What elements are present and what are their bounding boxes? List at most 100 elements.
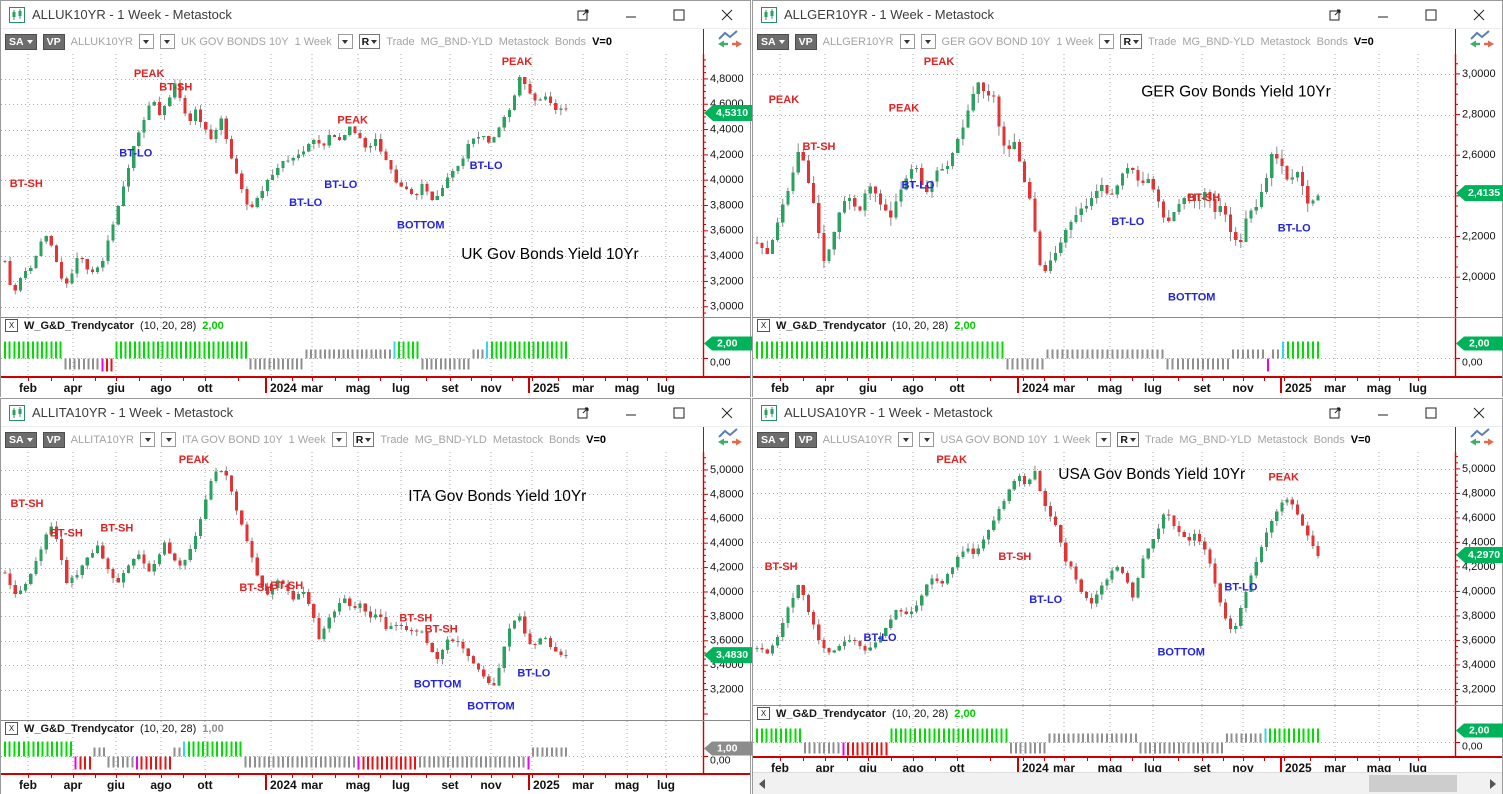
minimize-button[interactable] [1376, 406, 1390, 420]
vp-button[interactable]: VP [794, 431, 817, 448]
axis-tick [1023, 378, 1024, 381]
sa-button[interactable]: SA [757, 33, 789, 50]
popout-button[interactable] [1328, 8, 1342, 22]
axis-tick [1177, 758, 1179, 761]
refresh-chart-icon[interactable] [1468, 427, 1496, 452]
volume-label: V=0 [586, 433, 607, 446]
symbol-dropdown[interactable] [898, 432, 914, 447]
indicator-close-checkbox[interactable]: X [5, 319, 18, 332]
axis-tick [1263, 758, 1265, 761]
indicator-panel[interactable]: X W_G&D_Trendycator (10, 20, 28) 2,00 2,… [753, 705, 1503, 756]
popout-button[interactable] [1328, 406, 1342, 420]
instrument-dropdown[interactable] [161, 432, 176, 447]
vp-button[interactable]: VP [42, 33, 65, 50]
svg-text:BT-SH: BT-SH [802, 141, 835, 153]
axis-tick [1222, 758, 1224, 761]
svg-text:PEAK: PEAK [769, 94, 800, 106]
r-dropdown[interactable]: R [1120, 34, 1143, 49]
axis-tick [913, 758, 914, 761]
axis-tick [450, 378, 451, 381]
sa-button[interactable]: SA [757, 431, 789, 448]
month-label: ott [949, 381, 965, 395]
refresh-chart-icon[interactable] [1468, 29, 1496, 54]
periodicity-dropdown[interactable] [331, 432, 347, 447]
indicator-panel[interactable]: X W_G&D_Trendycator (10, 20, 28) 1,00 1,… [1, 720, 752, 773]
time-axis[interactable]: feb apr giu ago ott 2024 mar mag lug set nov 2025 ma… [753, 756, 1502, 772]
axis-tick [1284, 378, 1285, 381]
periodicity-dropdown[interactable] [1096, 432, 1112, 447]
symbol-dropdown[interactable] [138, 34, 154, 49]
refresh-chart-icon[interactable] [716, 427, 744, 452]
popout-button[interactable] [576, 406, 590, 420]
periodicity-dropdown[interactable] [1099, 34, 1115, 49]
time-axis[interactable]: feb apr giu ago ott 2024 mar mag lug set nov 2025 ma… [753, 376, 1502, 398]
instrument-label: GER GOV BOND 10Y [941, 35, 1051, 48]
titlebar[interactable]: ALLITA10YR - 1 Week - Metastock [1, 399, 750, 427]
svg-text:PEAK: PEAK [936, 454, 967, 466]
indicator-params: (10, 20, 28) [892, 707, 949, 720]
popout-button[interactable] [576, 8, 590, 22]
svg-text:3,6000: 3,6000 [710, 635, 744, 647]
close-button[interactable] [720, 8, 734, 22]
svg-text:4,2000: 4,2000 [1462, 561, 1496, 573]
indicator-close-checkbox[interactable]: X [757, 707, 770, 720]
maximize-button[interactable] [672, 406, 686, 420]
month-label: ott [197, 778, 213, 792]
minimize-button[interactable] [1376, 8, 1390, 22]
horizontal-scrollbar[interactable] [753, 772, 1502, 794]
month-label: lug [1409, 381, 1427, 395]
time-axis[interactable]: feb apr giu ago ott 2024 mar mag lug set nov 2025 ma… [1, 773, 750, 794]
minimize-button[interactable] [624, 8, 638, 22]
indicator-panel[interactable]: X W_G&D_Trendycator (10, 20, 28) 2,00 2,… [753, 317, 1503, 376]
periodicity-dropdown[interactable] [337, 34, 353, 49]
close-button[interactable] [1472, 406, 1486, 420]
svg-text:4,6000: 4,6000 [1462, 512, 1496, 524]
instrument-dropdown[interactable] [919, 432, 935, 447]
symbol-dropdown[interactable] [140, 432, 155, 447]
indicator-panel[interactable]: X W_G&D_Trendycator (10, 20, 28) 2,00 2,… [1, 317, 752, 376]
instrument-dropdown[interactable] [159, 34, 175, 49]
svg-text:3,2000: 3,2000 [710, 684, 744, 696]
price-chart[interactable]: 4,8000 4,6000 4,4000 4,2000 4,0000 3,8000 3,60… [1, 54, 752, 317]
r-dropdown[interactable]: R [358, 34, 381, 49]
axis-tick [1357, 378, 1358, 381]
symbol-dropdown[interactable] [899, 34, 915, 49]
svg-text:2,0000: 2,0000 [1462, 271, 1496, 283]
chevron-down-icon [26, 437, 33, 442]
indicator-close-checkbox[interactable]: X [5, 722, 18, 735]
price-chart[interactable]: 5,0000 4,8000 4,6000 4,4000 4,2000 4,0000 3,80… [1, 452, 752, 720]
sa-button[interactable]: SA [5, 33, 37, 50]
price-chart[interactable]: 3,00002,80002,60002,40002,20002,0000GER … [753, 54, 1503, 317]
svg-text:BT-LO: BT-LO [1029, 594, 1062, 606]
month-label: set [441, 381, 459, 395]
maximize-button[interactable] [672, 8, 686, 22]
titlebar[interactable]: ALLGER10YR - 1 Week - Metastock [753, 1, 1502, 29]
vp-button[interactable]: VP [42, 431, 65, 448]
svg-text:4,4000: 4,4000 [710, 123, 744, 135]
close-button[interactable] [1472, 8, 1486, 22]
svg-text:BOTTOM: BOTTOM [1157, 647, 1204, 659]
indicator-close-checkbox[interactable]: X [757, 319, 770, 332]
svg-text:PEAK: PEAK [924, 56, 955, 68]
vp-button[interactable]: VP [794, 33, 817, 50]
instrument-dropdown[interactable] [920, 34, 936, 49]
month-label: nov [1232, 761, 1254, 772]
price-chart[interactable]: 5,0000 4,8000 4,6000 4,4000 4,2000 4,0000 3,80… [753, 452, 1503, 705]
sa-button[interactable]: SA [5, 431, 37, 448]
refresh-chart-icon[interactable] [716, 29, 744, 54]
time-axis[interactable]: feb apr giu ago ott 2024 mar mag lug set nov 2025 ma… [1, 376, 750, 398]
scroll-right-arrow[interactable] [1484, 773, 1502, 794]
month-label: ago [150, 778, 172, 792]
minimize-button[interactable] [624, 406, 638, 420]
maximize-button[interactable] [1424, 406, 1438, 420]
scrollbar-thumb[interactable] [1369, 775, 1457, 792]
titlebar[interactable]: ALLUSA10YR - 1 Week - Metastock [753, 399, 1502, 427]
scroll-left-arrow[interactable] [753, 773, 771, 794]
r-dropdown[interactable]: R [352, 432, 375, 447]
r-dropdown[interactable]: R [1117, 432, 1139, 447]
axis-tick [1202, 378, 1203, 381]
feed-label: MG_BND-YLD [414, 433, 487, 446]
titlebar[interactable]: ALLUK10YR - 1 Week - Metastock [1, 1, 750, 29]
close-button[interactable] [720, 406, 734, 420]
maximize-button[interactable] [1424, 8, 1438, 22]
